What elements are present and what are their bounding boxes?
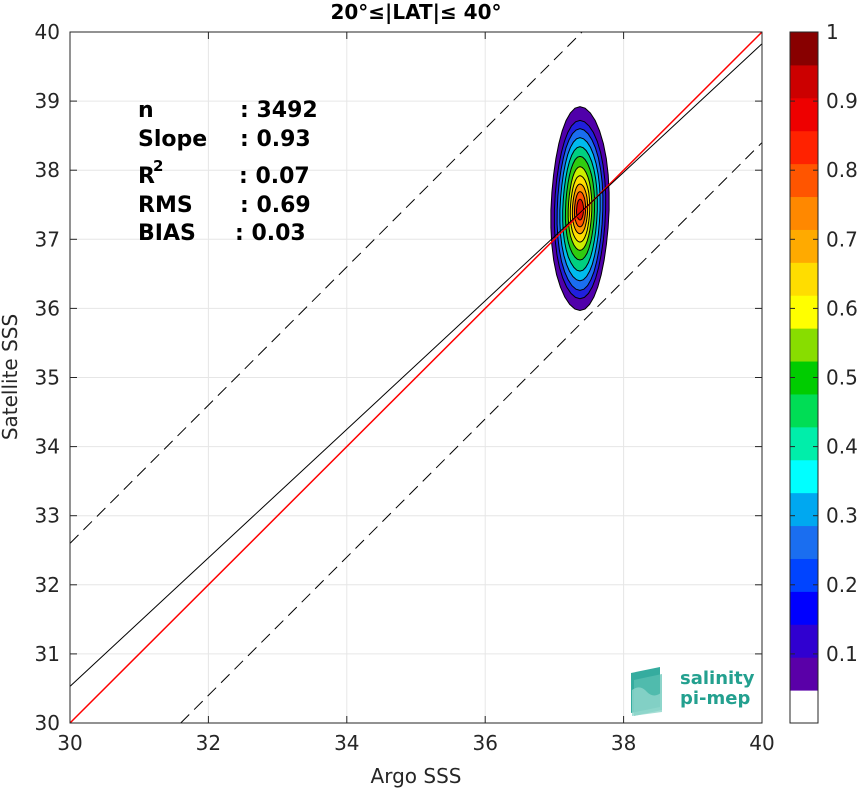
regression-line [69, 43, 763, 687]
colorbar-segment [790, 591, 818, 625]
y-tick-label: 34 [35, 435, 60, 459]
colorbar-segment [790, 163, 818, 198]
colorbar-segment [790, 328, 818, 362]
grid-lines [69, 31, 763, 724]
stat-label: Slope [138, 127, 207, 152]
y-tick-label: 37 [35, 227, 60, 251]
colorbar-segment [790, 558, 818, 592]
colorbar-segment [790, 657, 818, 691]
axis-ticks: 30 32 34 36 38 40 30 31 32 33 34 35 36 37 38 39 40 [35, 20, 775, 755]
x-tick-label: 36 [472, 731, 497, 755]
density-contours [550, 106, 610, 312]
colorbar-tick-label: 0.4 [826, 435, 858, 459]
colorbar-tick-label: 0.5 [826, 366, 858, 390]
x-tick-label: 40 [749, 731, 774, 755]
offset-upper-line [69, 31, 583, 544]
y-tick-label: 36 [35, 296, 60, 320]
colorbar-segment [790, 97, 818, 132]
colorbar-segment [790, 525, 818, 559]
colorbar: 0.1 0.2 0.3 0.4 0.5 0.6 0.7 0.8 0.9 1 [789, 20, 858, 724]
colorbar-tick-label: 0.7 [826, 227, 858, 251]
colorbar-tick-label: 0.3 [826, 504, 858, 528]
x-axis-label: Argo SSS [371, 764, 462, 788]
colorbar-segment [790, 393, 818, 428]
reference-lines [69, 31, 763, 724]
x-tick-label: 32 [196, 731, 221, 755]
colorbar-tick-label: 1 [826, 20, 839, 44]
stat-value: : 3492 [240, 98, 318, 123]
colorbar-segment [790, 196, 818, 230]
y-tick-label: 32 [35, 573, 60, 597]
x-tick-label: 34 [334, 731, 359, 755]
statistics-box: n : 3492 Slope : 0.93 R2 : 0.07 RMS : 0.69 BIAS:… [138, 98, 318, 246]
y-tick-label: 38 [35, 158, 60, 182]
y-axis-label: Satellite SSS [0, 314, 22, 440]
colorbar-segment [790, 690, 818, 724]
x-tick-label: 30 [57, 731, 82, 755]
stat-value: : 0.93 [240, 127, 311, 152]
stat-label: R [138, 164, 155, 189]
colorbar-segment [790, 459, 818, 494]
y-tick-label: 31 [35, 642, 60, 666]
colorbar-segment [790, 64, 818, 99]
colorbar-tick-label: 0.6 [826, 296, 858, 320]
stat-value: : 0.03 [235, 221, 306, 246]
colorbar-segment [790, 229, 818, 263]
stat-label: n [138, 98, 154, 123]
colorbar-tick-label: 0.9 [826, 89, 858, 113]
colorbar-segment [790, 130, 818, 165]
stat-label: RMS [138, 193, 193, 218]
colorbar-tick-label: 0.8 [826, 158, 858, 182]
stat-label: BIAS [138, 221, 196, 246]
colorbar-segment [790, 32, 818, 66]
stat-value: : 0.07 [239, 164, 310, 189]
offset-lower-line [180, 142, 763, 724]
identity-line [69, 31, 763, 724]
y-tick-label: 35 [35, 366, 60, 390]
colorbar-segment [790, 295, 818, 329]
colorbar-tick-label: 0.1 [826, 642, 858, 666]
colorbar-segment [790, 262, 818, 296]
stat-value: : 0.69 [240, 193, 311, 218]
y-tick-label: 39 [35, 89, 60, 113]
salinity-pi-mep-logo: salinity pi-mep [631, 667, 755, 716]
stat-label-superscript: 2 [153, 157, 163, 175]
logo-line-1: salinity [680, 668, 755, 689]
y-tick-label: 33 [35, 504, 60, 528]
chart-title: 20°≤|LAT|≤ 40° [330, 0, 501, 24]
x-tick-label: 38 [611, 731, 636, 755]
y-tick-label: 30 [35, 711, 60, 735]
colorbar-segment [790, 624, 818, 658]
y-tick-label: 40 [35, 20, 60, 44]
colorbar-tick-label: 0.2 [826, 573, 858, 597]
logo-line-2: pi-mep [680, 688, 750, 709]
colorbar-segment [790, 492, 818, 527]
logo-mark-icon [631, 667, 662, 716]
colorbar-segment [790, 426, 818, 461]
